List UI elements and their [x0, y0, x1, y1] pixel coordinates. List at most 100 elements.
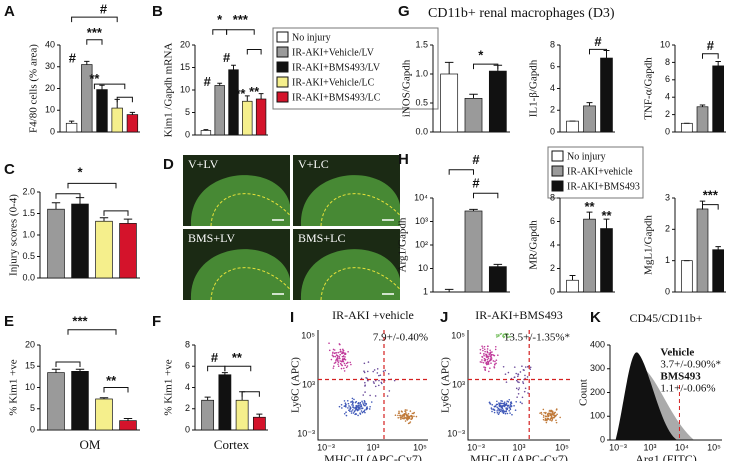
cell-dot	[408, 422, 411, 424]
cell-dot	[481, 347, 484, 349]
cell-dot	[521, 365, 523, 367]
cell-dot	[332, 367, 335, 369]
cell-dot	[339, 353, 341, 356]
cell-dot	[544, 417, 547, 420]
cell-dot	[345, 406, 347, 408]
cell-dot	[505, 334, 508, 337]
x-axis-label: MHC-II (APC-Cy7)	[324, 452, 422, 461]
cell-dot	[524, 374, 526, 377]
y-axis-label: Kim1 /Gapdh mRNA	[163, 43, 175, 138]
cell-dot	[495, 362, 497, 365]
cell-dot	[507, 405, 509, 407]
bar	[96, 89, 108, 133]
y-tick-label: 8	[550, 39, 555, 49]
significance: #	[204, 74, 212, 89]
significance: #	[100, 2, 108, 17]
y-tick-label: 400	[590, 339, 605, 349]
cell-dot	[379, 374, 382, 376]
cell-dot	[398, 410, 400, 413]
cell-dot	[486, 350, 489, 353]
cell-dot	[524, 387, 527, 390]
cell-dot	[484, 368, 486, 370]
cell-dot	[523, 369, 525, 372]
histogram-note: 1.1+/-0.06%	[660, 383, 715, 395]
y-tick-label: 10³	[452, 379, 465, 389]
cell-dot	[487, 361, 489, 363]
significance: *	[77, 165, 83, 180]
cell-dot	[486, 351, 489, 354]
cell-dot	[494, 405, 496, 408]
cell-dot	[479, 348, 482, 351]
cell-dot	[502, 334, 504, 337]
cell-dot	[369, 394, 371, 397]
cell-dot	[485, 354, 488, 357]
cell-dot	[350, 363, 352, 366]
bar	[680, 260, 693, 293]
cell-dot	[514, 409, 517, 411]
cell-dot	[341, 364, 343, 367]
cell-dot	[404, 420, 407, 422]
error-bar	[129, 111, 136, 115]
cell-dot	[509, 335, 512, 338]
tissue	[190, 175, 290, 226]
cell-dot	[378, 374, 380, 377]
y-axis-label: % Kim1 +ve	[8, 359, 20, 415]
bar	[228, 69, 239, 136]
cell-dot	[526, 376, 529, 378]
cell-dot	[555, 421, 558, 424]
cell-dot	[555, 419, 557, 422]
cell-dot	[340, 367, 343, 370]
error-bar	[204, 396, 211, 401]
cell-dot	[334, 361, 337, 364]
bar	[566, 120, 579, 133]
cell-dot	[542, 418, 545, 421]
cell-dot	[374, 385, 377, 388]
cell-dot	[411, 416, 414, 419]
cell-dot	[499, 408, 501, 410]
cell-dot	[506, 333, 508, 336]
y-axis-label: F4/80 cells (% area)	[28, 44, 40, 133]
cell-dot	[350, 410, 353, 412]
bracket	[702, 53, 719, 59]
cell-dot	[359, 401, 362, 404]
cell-dot	[529, 368, 532, 371]
y-tick-label: 0	[185, 424, 190, 434]
cell-dot	[363, 409, 366, 411]
cell-dot	[332, 355, 335, 358]
cell-dot	[545, 415, 547, 418]
legend-swatch	[276, 46, 289, 58]
cell-dot	[486, 348, 489, 350]
cell-dot	[332, 348, 335, 351]
cell-dot	[374, 395, 377, 397]
cell-dot	[481, 356, 484, 358]
cell-dot	[497, 413, 500, 416]
plot-axes	[467, 330, 570, 441]
y-tick-label: 4	[185, 382, 190, 392]
cell-dot	[515, 379, 518, 382]
cell-dot	[491, 403, 494, 406]
cell-dot	[493, 408, 495, 411]
cell-dot	[330, 358, 333, 361]
cell-dot	[501, 405, 504, 408]
cell-dot	[481, 359, 483, 361]
y-tick-label: 15	[25, 361, 35, 371]
cell-dot	[545, 421, 548, 424]
bar	[201, 399, 215, 431]
cell-dot	[398, 412, 401, 414]
bracket	[93, 83, 126, 90]
cell-dot	[341, 407, 343, 409]
cell-dot	[413, 415, 415, 418]
cell-dot	[361, 407, 363, 410]
cell-dot	[490, 362, 492, 364]
cell-dot	[488, 401, 491, 404]
cell-dot	[401, 415, 404, 417]
tissue-inner	[210, 267, 291, 301]
cell-dot	[365, 407, 368, 409]
cell-dot	[351, 400, 354, 402]
cell-dot	[494, 360, 496, 363]
cell-dot	[349, 407, 352, 410]
cell-dot	[527, 392, 529, 394]
cell-dot	[373, 369, 376, 371]
bar	[218, 374, 232, 431]
